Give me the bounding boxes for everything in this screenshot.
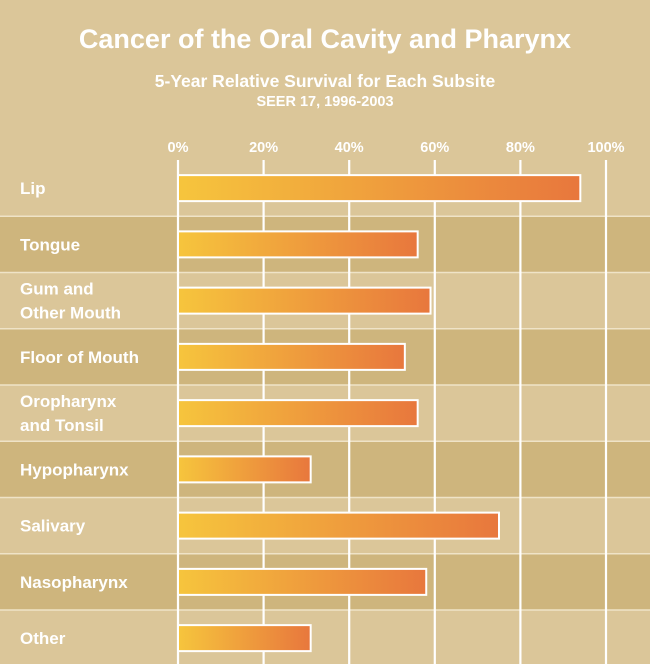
bar — [177, 624, 312, 653]
category-label: Oropharynx — [20, 392, 117, 411]
category-label: Floor of Mouth — [20, 348, 139, 367]
x-tick-label: 60% — [420, 140, 449, 156]
bar — [177, 567, 428, 596]
bar — [177, 511, 500, 540]
chart-title: Cancer of the Oral Cavity and Pharynx — [78, 24, 572, 54]
category-label: Tongue — [20, 235, 80, 254]
bar — [177, 342, 406, 371]
category-label: Gum and — [20, 280, 94, 299]
category-label: and Tonsil — [20, 416, 104, 435]
bar — [177, 399, 419, 428]
category-label: Other Mouth — [20, 304, 121, 323]
x-tick-label: 100% — [587, 140, 624, 156]
category-label: Hypopharynx — [20, 460, 129, 479]
category-label: Other — [20, 629, 66, 648]
category-label: Nasopharynx — [20, 573, 128, 592]
bar — [177, 455, 312, 484]
category-label: Lip — [20, 179, 46, 198]
chart-subtitle: 5-Year Relative Survival for Each Subsit… — [154, 71, 496, 91]
row-band — [0, 610, 650, 664]
x-tick-label: 20% — [249, 140, 278, 156]
bar — [177, 230, 419, 259]
x-tick-label: 80% — [506, 140, 535, 156]
bar — [177, 174, 582, 203]
chart-source: SEER 17, 1996-2003 — [256, 94, 394, 110]
x-tick-label: 0% — [168, 140, 189, 156]
row-band — [0, 441, 650, 498]
x-tick-label: 40% — [335, 140, 364, 156]
bar — [177, 286, 432, 315]
category-label: Salivary — [20, 517, 86, 536]
